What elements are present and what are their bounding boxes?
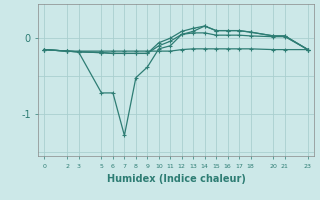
X-axis label: Humidex (Indice chaleur): Humidex (Indice chaleur) xyxy=(107,174,245,184)
